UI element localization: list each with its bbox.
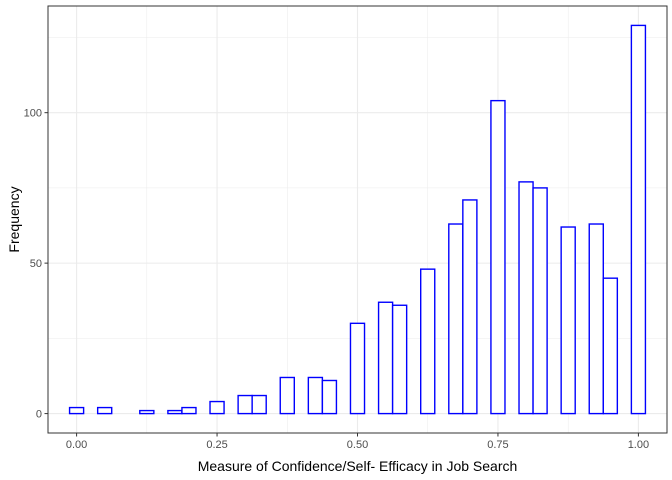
histogram-bar bbox=[68, 406, 85, 415]
histogram-bar bbox=[532, 187, 548, 415]
histogram-bar bbox=[377, 301, 394, 415]
histogram-bar bbox=[420, 268, 436, 415]
histogram-bar bbox=[279, 376, 295, 415]
histogram-bar bbox=[602, 277, 619, 415]
histogram-bar bbox=[490, 99, 506, 415]
histogram-bar bbox=[167, 409, 183, 415]
histogram-bar bbox=[462, 199, 478, 415]
histogram-bars bbox=[68, 24, 647, 415]
y-tick-label: 100 bbox=[24, 108, 42, 120]
x-tick-label: 0.75 bbox=[487, 439, 508, 451]
histogram-bar bbox=[518, 181, 534, 415]
histogram-bar bbox=[251, 394, 267, 415]
histogram-bar bbox=[588, 223, 604, 415]
y-axis-title: Frequency bbox=[6, 186, 22, 252]
histogram-bar bbox=[321, 379, 338, 415]
histogram-bar bbox=[96, 406, 113, 415]
histogram-bar bbox=[391, 304, 408, 415]
histogram-bar bbox=[448, 223, 464, 415]
histogram-bar bbox=[139, 409, 155, 415]
histogram-bar bbox=[307, 376, 324, 415]
histogram-bar bbox=[181, 406, 197, 415]
y-tick-label: 50 bbox=[30, 258, 42, 270]
histogram-bar bbox=[630, 24, 647, 415]
histogram-bar bbox=[209, 400, 225, 415]
x-tick-label: 0.25 bbox=[206, 439, 227, 451]
x-tick-label: 0.50 bbox=[347, 439, 368, 451]
x-tick-label: 0.00 bbox=[66, 439, 87, 451]
histogram-bar bbox=[349, 322, 366, 415]
y-axis: 0 50 100 bbox=[24, 108, 48, 421]
x-axis: 0.00 0.25 0.50 0.75 1.00 bbox=[66, 433, 649, 451]
y-tick-label: 0 bbox=[36, 409, 42, 421]
x-axis-title: Measure of Confidence/Self- Efficacy in … bbox=[198, 458, 518, 474]
histogram-bar bbox=[237, 394, 253, 415]
x-tick-label: 1.00 bbox=[628, 439, 649, 451]
histogram-bar bbox=[560, 226, 576, 415]
